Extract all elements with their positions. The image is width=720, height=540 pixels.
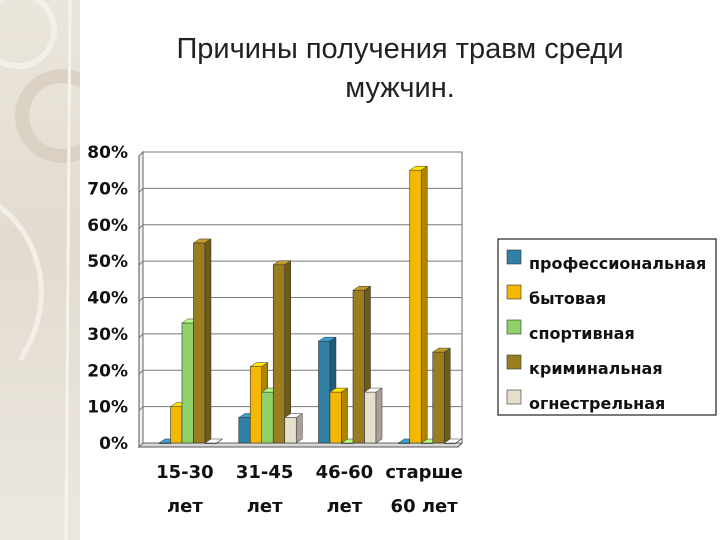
gridline-side [138,297,144,302]
x-tick-label: 46-60 [316,462,374,483]
bar-side [216,438,223,444]
y-tick-label: 80% [87,143,128,163]
bar-side [204,238,212,444]
decorative-side-panel [0,0,80,540]
slide-title-line-1: Причины получения травм среди [176,33,624,65]
x-tick-label: лет [326,496,362,517]
legend-swatch [506,354,522,370]
bar [261,391,274,444]
chart-legend [497,238,717,416]
legend-label: бытовая [529,289,606,308]
bar [409,169,422,444]
y-tick-label: 30% [87,325,128,345]
bar-side [341,387,348,444]
bar [329,391,342,444]
x-tick-label: 60 лет [391,496,459,517]
gridline-side [138,260,144,266]
bar [284,417,297,444]
bar [364,391,377,444]
bar [432,351,445,444]
y-tick-label: 0% [99,434,128,454]
y-tick-label: 60% [87,216,128,236]
bar [272,264,286,444]
y-tick-label: 20% [87,361,128,381]
legend-label: профессиональная [529,254,706,273]
gridline-side [138,442,144,448]
bar [170,406,183,444]
bar [249,366,263,444]
slide-title: Причины получения травм среди мужчин. [130,30,670,108]
y-tick-label: 10% [87,398,128,418]
gridline-side [138,333,144,339]
x-tick-label: 15-30 [156,462,214,483]
bar [193,242,206,444]
legend-label: огнестрельная [529,394,665,413]
chart-floor [137,442,464,448]
bar [181,322,194,444]
bar-side [375,387,383,444]
legend-label: спортивная [529,324,635,343]
legend-label: криминальная [529,359,663,378]
y-tick-label: 50% [87,252,128,272]
x-tick-label: старше [385,462,462,483]
gridline-side [138,224,144,230]
legend-swatch [506,284,522,300]
legend-swatch [506,389,522,405]
gridline-side [138,406,144,411]
bar-side [455,438,462,444]
bar [318,340,331,444]
y-tick-label: 70% [87,179,128,199]
legend-swatch [506,319,522,335]
bar-side [444,347,451,444]
legend-swatch [506,249,522,265]
gridline-side [138,369,144,375]
bar-side [421,165,428,444]
decorative-swirl [0,0,80,540]
y-tick-label: 40% [87,289,128,309]
slide-title-line-2: мужчин. [345,72,455,104]
bar-side [296,413,303,444]
bar [238,417,251,444]
gridline-side [138,188,144,193]
bar [352,289,365,444]
x-tick-label: лет [167,496,203,517]
x-tick-label: лет [247,496,283,517]
x-tick-label: 31-45 [236,462,294,483]
gridline-side [138,151,144,157]
